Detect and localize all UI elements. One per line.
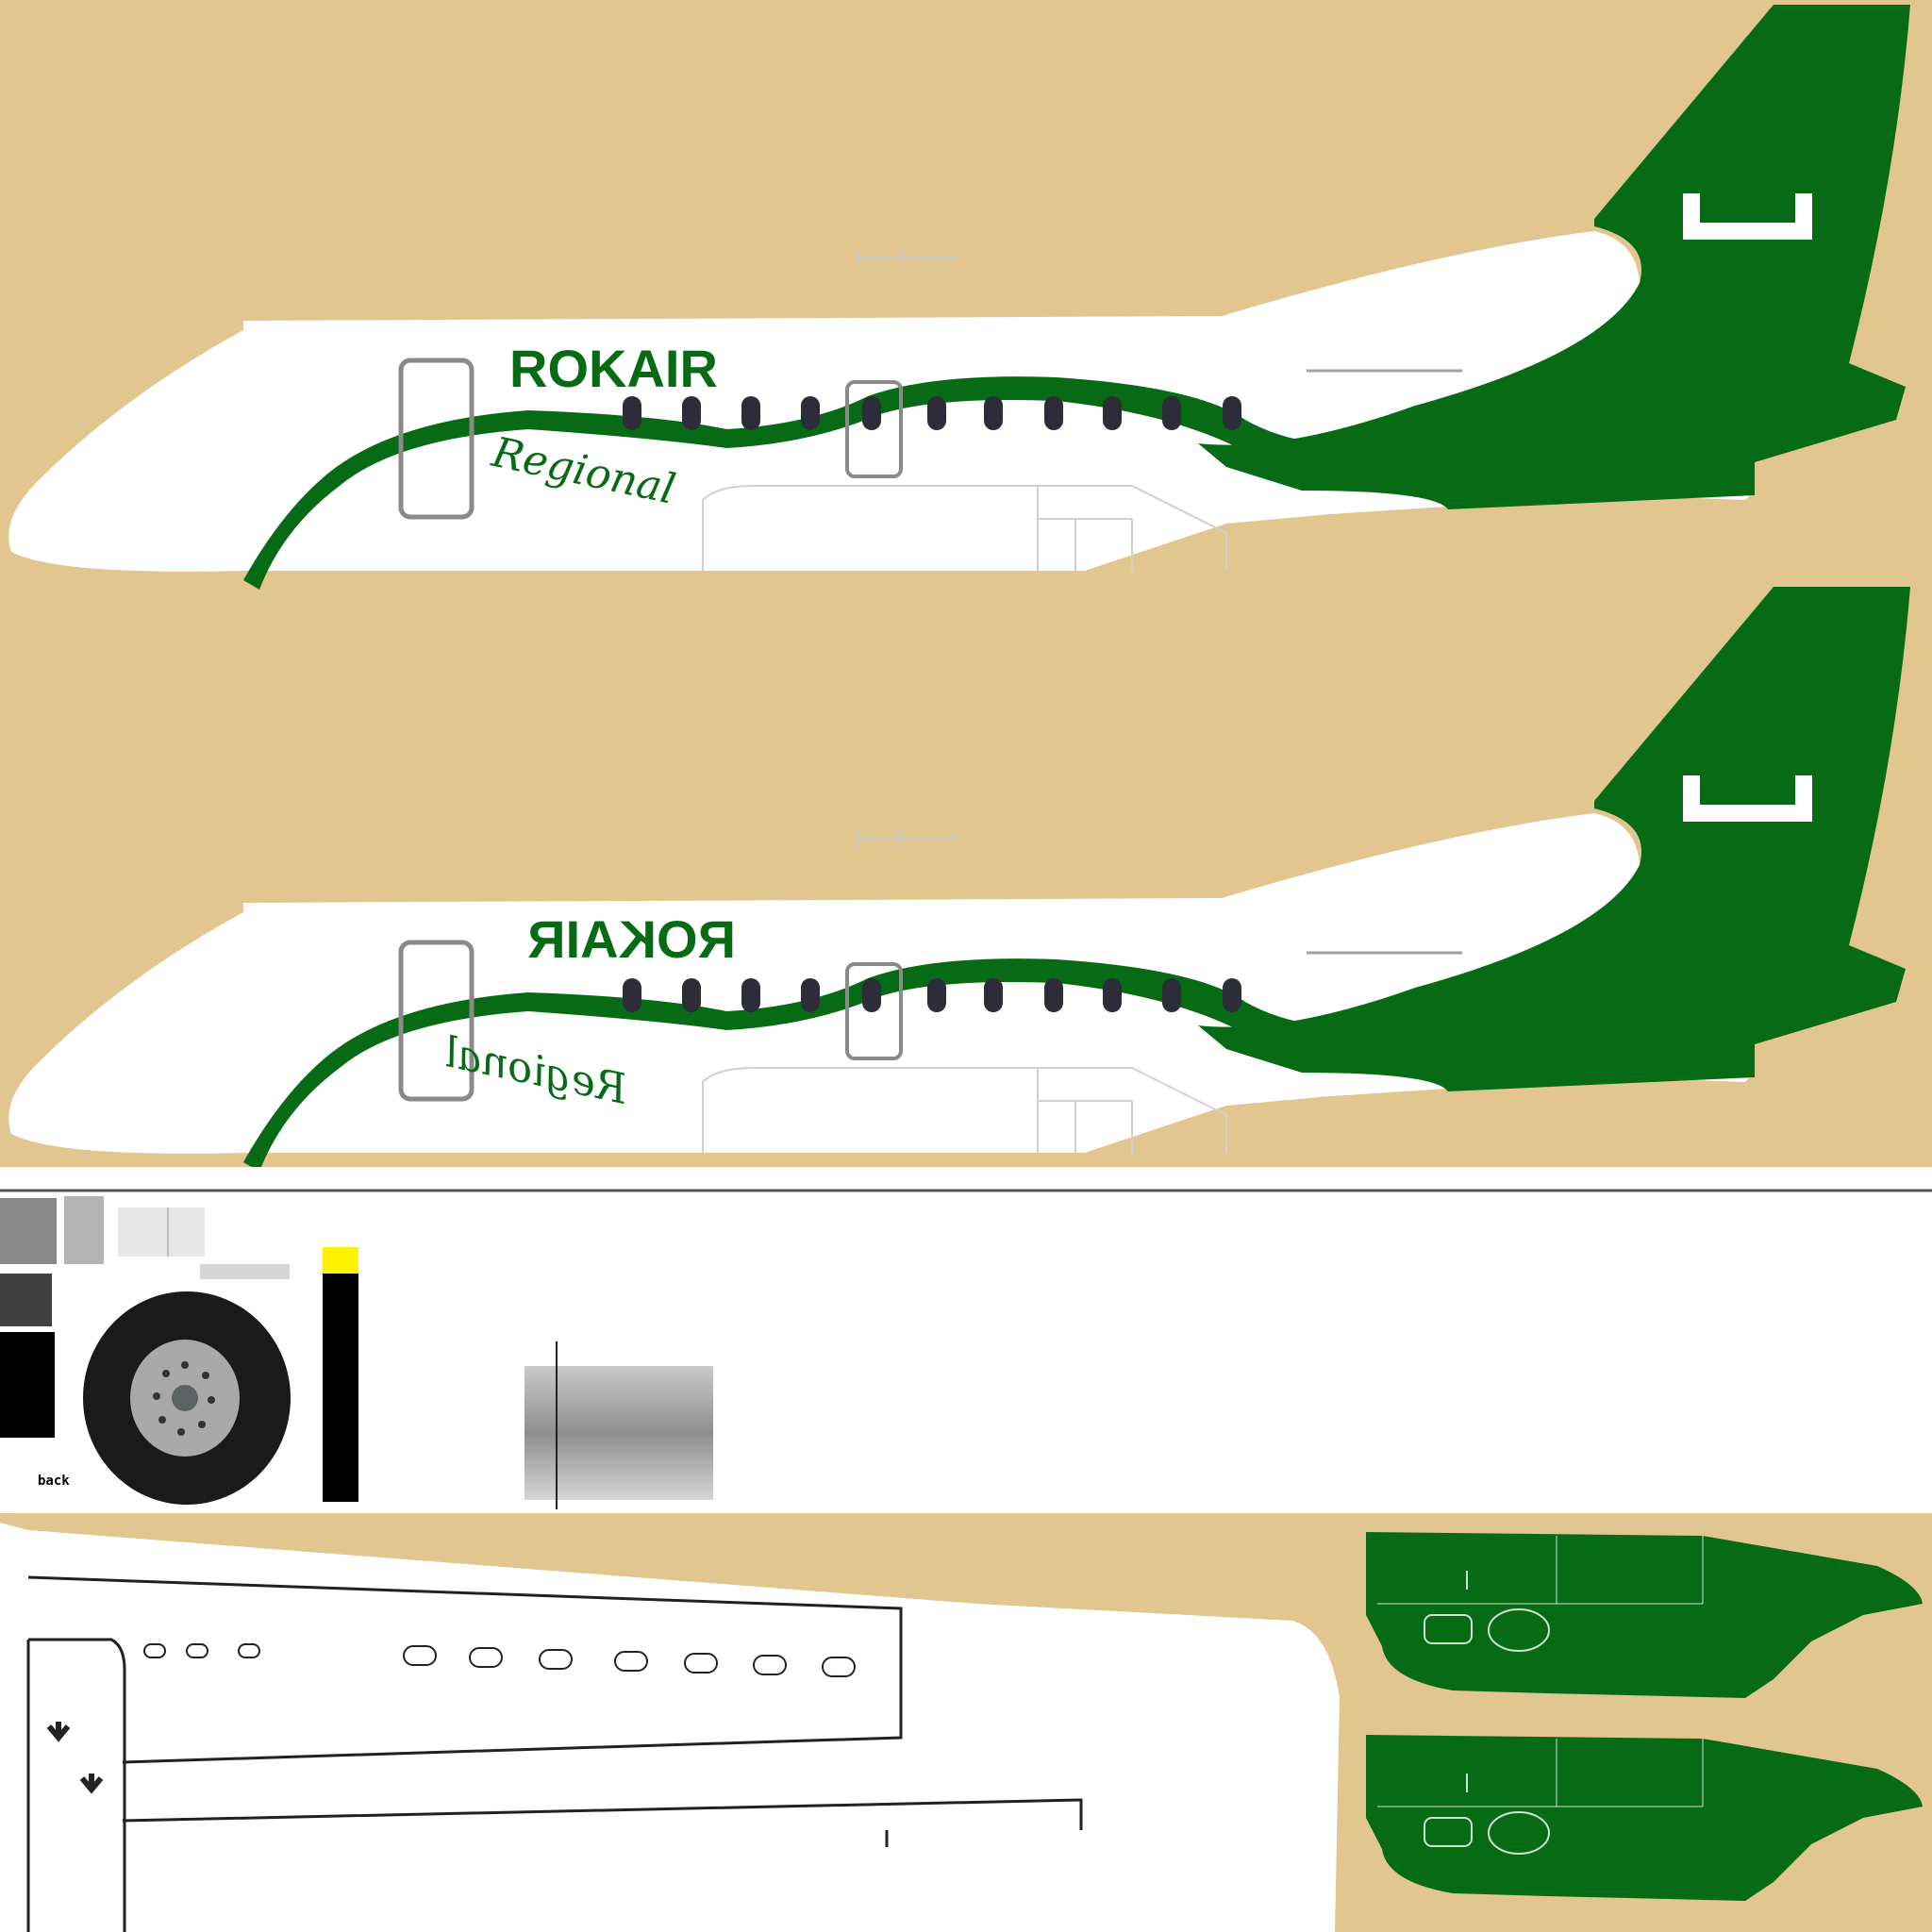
arrow-down-icon (79, 1774, 104, 1794)
swatch-gray (0, 1198, 57, 1264)
fuselage-left: ROKAIR Regional (8, 5, 1910, 590)
back-label: back (38, 1474, 70, 1489)
swatch-light-gray (64, 1196, 104, 1264)
engine-nacelles (1365, 1532, 1924, 1902)
small-panel (200, 1264, 290, 1279)
swatch-dark (0, 1274, 52, 1326)
engine-nacelle (1366, 1532, 1923, 1698)
swatch-black (0, 1332, 55, 1438)
gear-strut (323, 1247, 358, 1502)
metal-panel (525, 1366, 713, 1500)
airline-name-mirrored: ROKAIR (527, 909, 736, 969)
airline-name: ROKAIR (509, 339, 718, 398)
wheel (83, 1291, 291, 1505)
strut-yellow-band (323, 1247, 358, 1274)
swatch-panel (118, 1208, 205, 1257)
misc-parts: back (0, 1196, 713, 1509)
fuselage-right: ROKAIR Regional (8, 587, 1910, 1172)
arrow-down-icon (46, 1722, 71, 1742)
top-surface (0, 1523, 1340, 1932)
misc-parts-strip (0, 1167, 1932, 1513)
